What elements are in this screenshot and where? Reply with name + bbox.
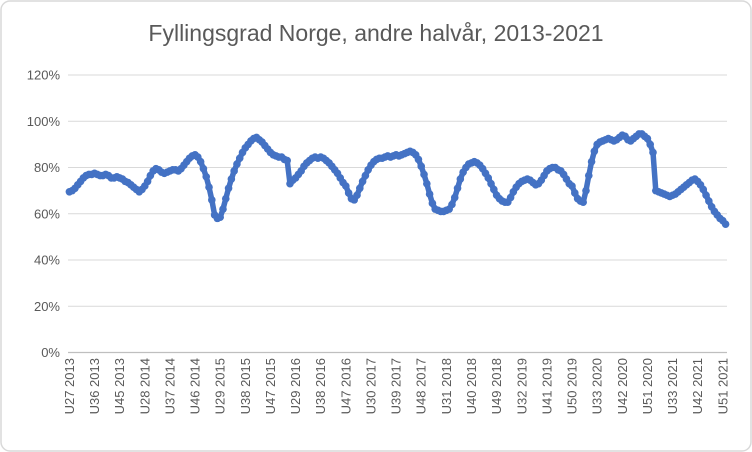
svg-text:U33 2020: U33 2020 bbox=[590, 358, 605, 414]
svg-text:U38 2015: U38 2015 bbox=[238, 358, 253, 414]
svg-text:U46 2014: U46 2014 bbox=[188, 358, 203, 414]
svg-text:80%: 80% bbox=[34, 160, 60, 175]
svg-text:U48 2017: U48 2017 bbox=[414, 358, 429, 414]
svg-text:U29 2016: U29 2016 bbox=[288, 358, 303, 414]
chart-title: Fyllingsgrad Norge, andre halvår, 2013-2… bbox=[148, 20, 603, 46]
svg-text:U47 2016: U47 2016 bbox=[338, 358, 353, 414]
gridlines bbox=[68, 74, 727, 354]
svg-text:U49 2018: U49 2018 bbox=[489, 358, 504, 414]
y-axis-labels: 0% 20% 40% 60% 80% 100% 120% bbox=[27, 68, 61, 361]
svg-text:U29 2015: U29 2015 bbox=[213, 358, 228, 414]
data-series bbox=[65, 130, 730, 228]
svg-text:U27 2013: U27 2013 bbox=[62, 358, 77, 414]
svg-text:U42 2020: U42 2020 bbox=[615, 358, 630, 414]
svg-text:60%: 60% bbox=[34, 206, 60, 221]
svg-text:U41 2019: U41 2019 bbox=[539, 358, 554, 414]
svg-text:U36 2013: U36 2013 bbox=[87, 358, 102, 414]
svg-text:40%: 40% bbox=[34, 253, 60, 268]
svg-text:U51 2021: U51 2021 bbox=[715, 358, 730, 414]
svg-text:0%: 0% bbox=[41, 345, 60, 360]
x-axis-labels: U27 2013 U36 2013 U45 2013 U28 2014 U37 2014… bbox=[62, 358, 730, 414]
svg-text:U28 2014: U28 2014 bbox=[137, 358, 152, 414]
svg-text:100%: 100% bbox=[27, 114, 61, 129]
svg-text:120%: 120% bbox=[27, 68, 61, 83]
svg-text:U38 2016: U38 2016 bbox=[313, 358, 328, 414]
svg-text:U39 2017: U39 2017 bbox=[389, 358, 404, 414]
svg-text:U50 2019: U50 2019 bbox=[565, 358, 580, 414]
svg-text:U40 2018: U40 2018 bbox=[464, 358, 479, 414]
svg-text:U51 2020: U51 2020 bbox=[640, 358, 655, 414]
svg-text:U32 2019: U32 2019 bbox=[514, 358, 529, 414]
svg-text:U37 2014: U37 2014 bbox=[162, 358, 177, 414]
svg-text:U42 2021: U42 2021 bbox=[690, 358, 705, 414]
svg-text:U47 2015: U47 2015 bbox=[263, 358, 278, 414]
svg-text:U30 2017: U30 2017 bbox=[363, 358, 378, 414]
svg-text:U45 2013: U45 2013 bbox=[112, 358, 127, 414]
svg-text:U33 2021: U33 2021 bbox=[665, 358, 680, 414]
svg-text:U31 2018: U31 2018 bbox=[439, 358, 454, 414]
svg-text:20%: 20% bbox=[34, 299, 60, 314]
